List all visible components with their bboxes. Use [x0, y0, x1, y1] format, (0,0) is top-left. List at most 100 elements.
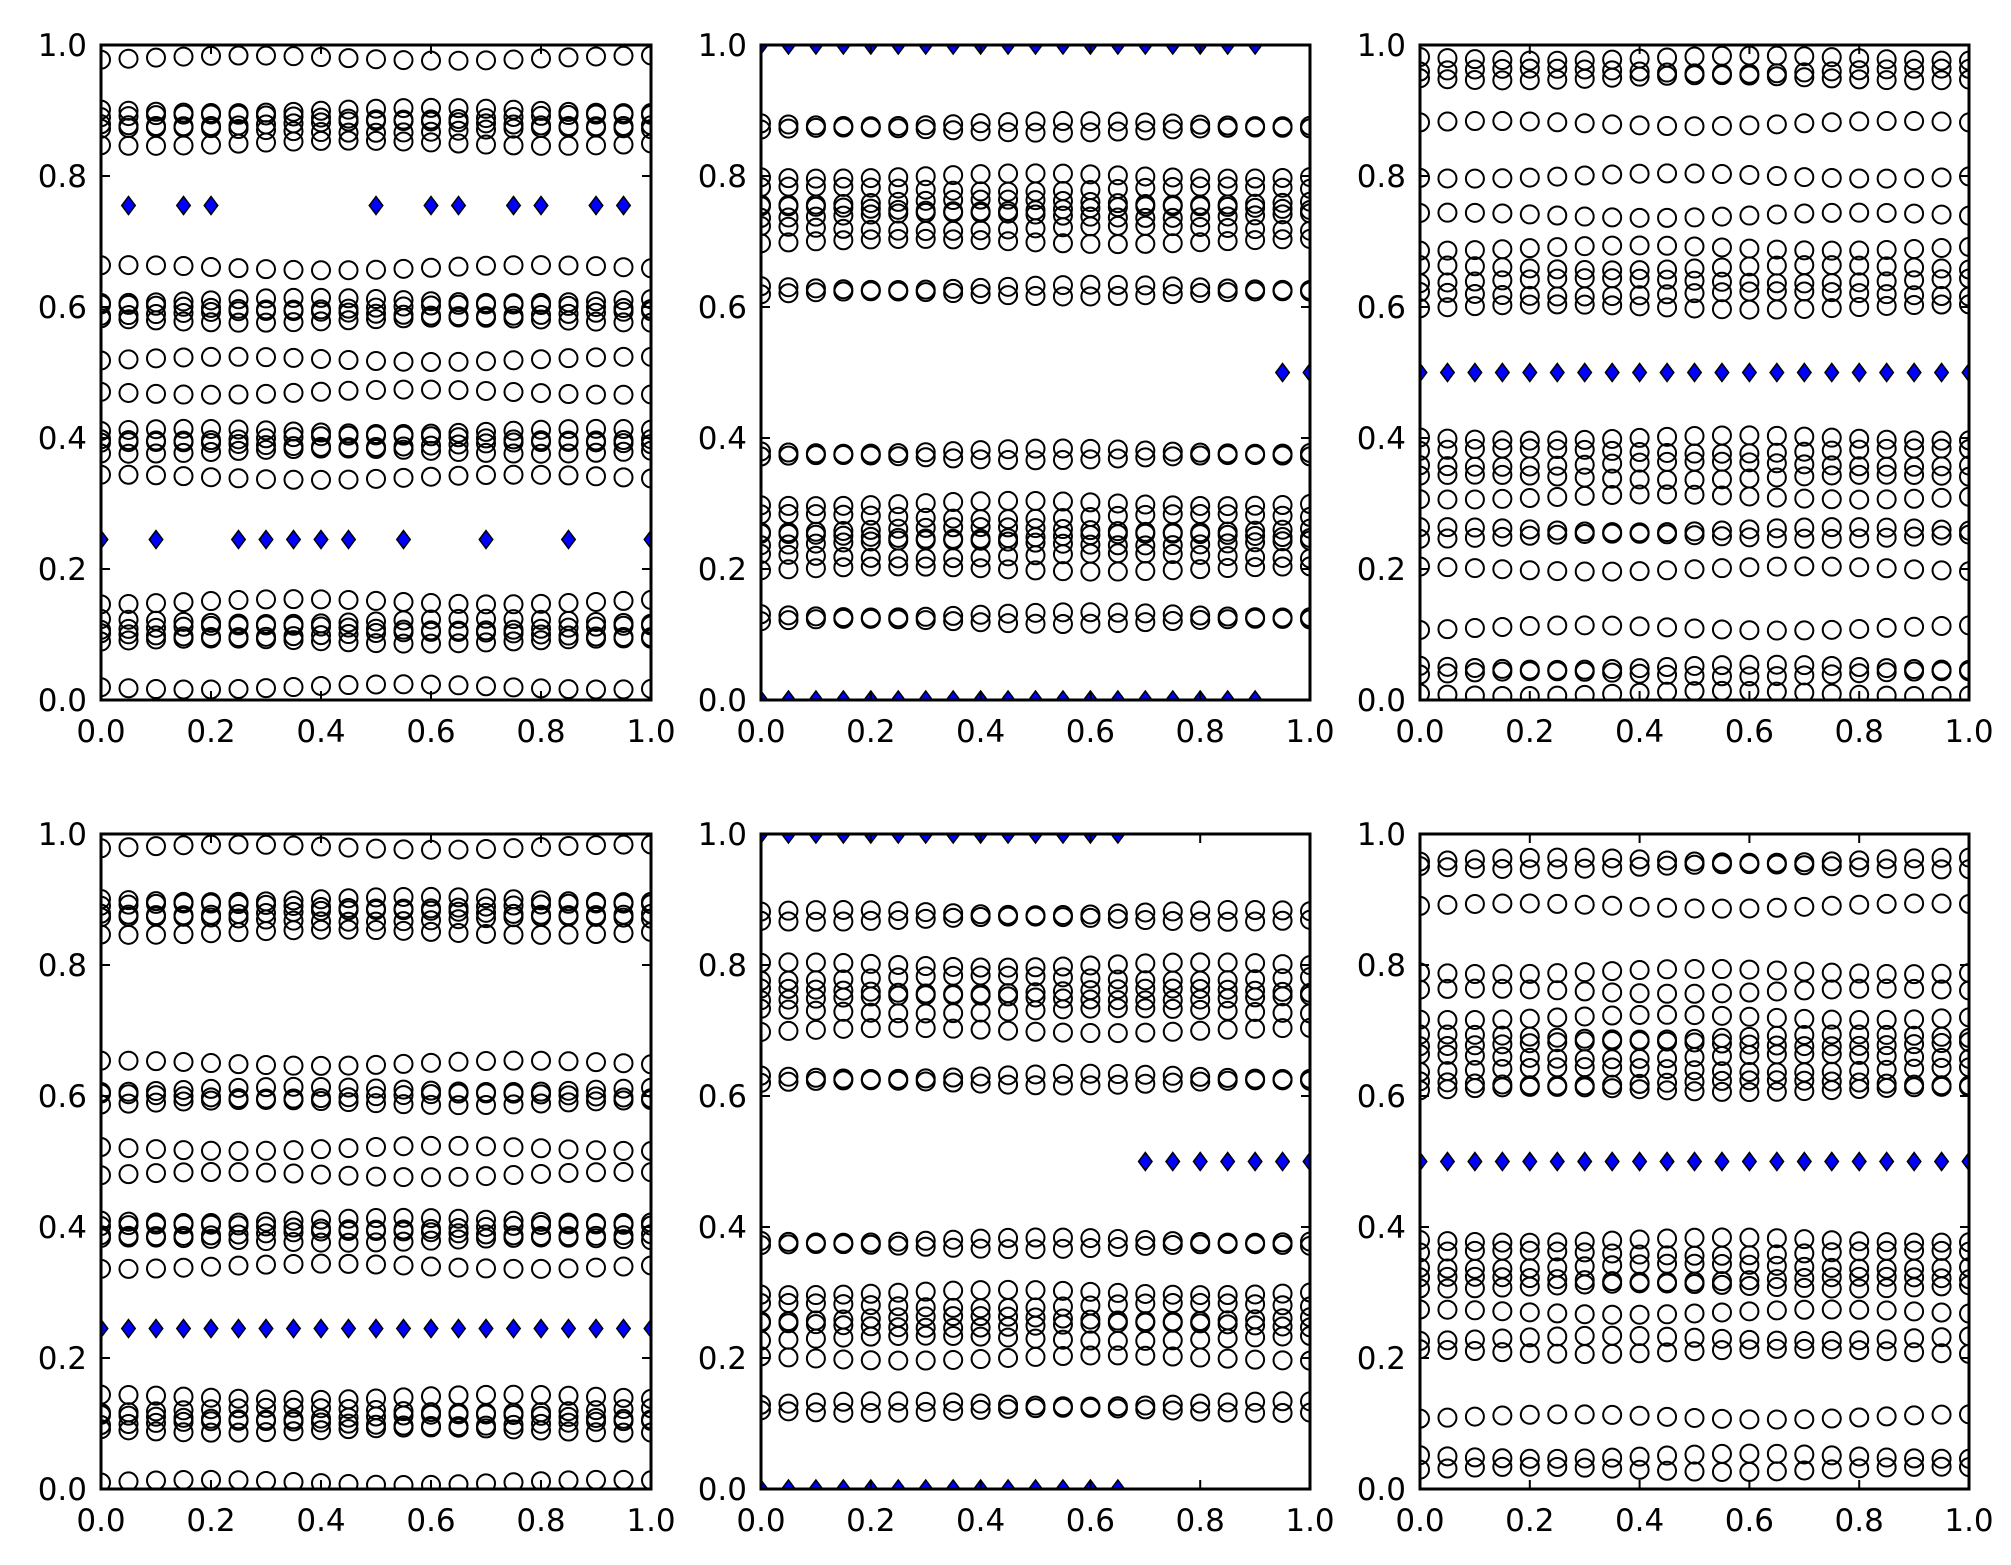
circle-point [833, 230, 854, 251]
circle-point [201, 441, 221, 462]
circle-point [101, 99, 111, 120]
circle-point [1190, 232, 1211, 253]
circle-point [228, 1212, 249, 1233]
circle-point [1711, 237, 1732, 258]
circle-point [201, 467, 221, 488]
circle-point [476, 50, 496, 71]
circle-point [1959, 294, 1969, 315]
circle-point [146, 443, 166, 464]
circle-point [338, 919, 359, 940]
circle-point [1025, 163, 1046, 184]
circle-point [1959, 69, 1969, 90]
circle-point [311, 1139, 331, 1160]
circle-point [1739, 519, 1760, 540]
circle-point [1684, 618, 1705, 639]
circle-point [201, 1387, 221, 1408]
circle-point [1959, 1075, 1969, 1096]
circle-point [1766, 681, 1787, 700]
circle-point [1876, 685, 1897, 700]
circle-point [1420, 298, 1430, 319]
circle-point [915, 115, 936, 136]
circle-point [448, 897, 469, 918]
circle-point [146, 47, 166, 68]
diamond-point [1302, 1151, 1310, 1172]
circle-point [1904, 1301, 1925, 1322]
circle-point [613, 612, 634, 633]
circle-point [1420, 1009, 1430, 1030]
circle-point [1519, 1268, 1540, 1289]
circle-point [173, 296, 194, 317]
circle-point [833, 1284, 854, 1305]
circle-point [311, 107, 331, 128]
circle-point [1931, 1268, 1952, 1289]
circle-point [476, 1258, 496, 1279]
circle-point [256, 288, 276, 309]
circle-point [101, 350, 111, 371]
circle-point [970, 1326, 991, 1347]
circle-point [1684, 958, 1705, 979]
circle-point [1080, 602, 1101, 623]
circle-point [943, 1317, 964, 1338]
circle-point [1547, 659, 1568, 680]
circle-point [1272, 177, 1293, 198]
x-tick-label: 0.8 [1176, 714, 1225, 750]
circle-point [366, 1208, 386, 1229]
circle-point [805, 1019, 826, 1040]
circle-point [201, 1399, 221, 1420]
circle-point [1135, 177, 1156, 198]
diamond-point [615, 195, 632, 216]
circle-point [1107, 1396, 1128, 1417]
circle-point [1162, 113, 1183, 134]
circle-point [1025, 518, 1046, 539]
circle-point [778, 216, 799, 237]
circle-point [641, 103, 651, 124]
circle-point [1464, 429, 1485, 450]
circle-point [448, 351, 469, 372]
plot-background [761, 834, 1310, 1489]
circle-point [421, 466, 441, 487]
circle-point [1519, 560, 1540, 581]
circle-point [1437, 282, 1458, 303]
circle-point [833, 1402, 854, 1423]
circle-point [586, 430, 606, 451]
circle-point [476, 594, 496, 615]
circle-point [1107, 1282, 1128, 1303]
circle-point [311, 422, 331, 443]
circle-point [998, 1227, 1019, 1248]
circle-point [833, 899, 854, 920]
circle-point [476, 1136, 496, 1157]
circle-point [1739, 1409, 1760, 1430]
circle-point [1766, 114, 1787, 135]
circle-point [1080, 180, 1101, 201]
circle-point [1245, 1294, 1266, 1315]
diamond-point [1274, 362, 1291, 383]
circle-point [1300, 1231, 1310, 1252]
circle-point [888, 191, 909, 212]
circle-point [943, 557, 964, 578]
circle-point [1245, 116, 1266, 137]
circle-point [860, 1232, 881, 1253]
circle-point [1931, 519, 1952, 540]
circle-point [778, 207, 799, 228]
circle-point [586, 905, 606, 926]
circle-point [283, 1253, 304, 1274]
circle-point [448, 608, 469, 629]
circle-point [146, 1212, 166, 1233]
circle-point [1420, 528, 1430, 549]
circle-point [1217, 217, 1238, 238]
circle-point [118, 100, 139, 121]
circle-point [1519, 893, 1540, 914]
circle-point [1437, 1044, 1458, 1065]
circle-point [1766, 1300, 1787, 1321]
circle-point [1464, 296, 1485, 317]
circle-point [805, 176, 826, 197]
circle-point [1300, 909, 1310, 930]
circle-point [1629, 1304, 1650, 1325]
circle-point [1711, 1254, 1732, 1275]
circle-point [1959, 1057, 1969, 1078]
circle-point [1437, 850, 1458, 871]
circle-point [503, 293, 524, 314]
circle-point [366, 1054, 386, 1075]
circle-point [1794, 961, 1815, 982]
circle-point [586, 1386, 606, 1407]
